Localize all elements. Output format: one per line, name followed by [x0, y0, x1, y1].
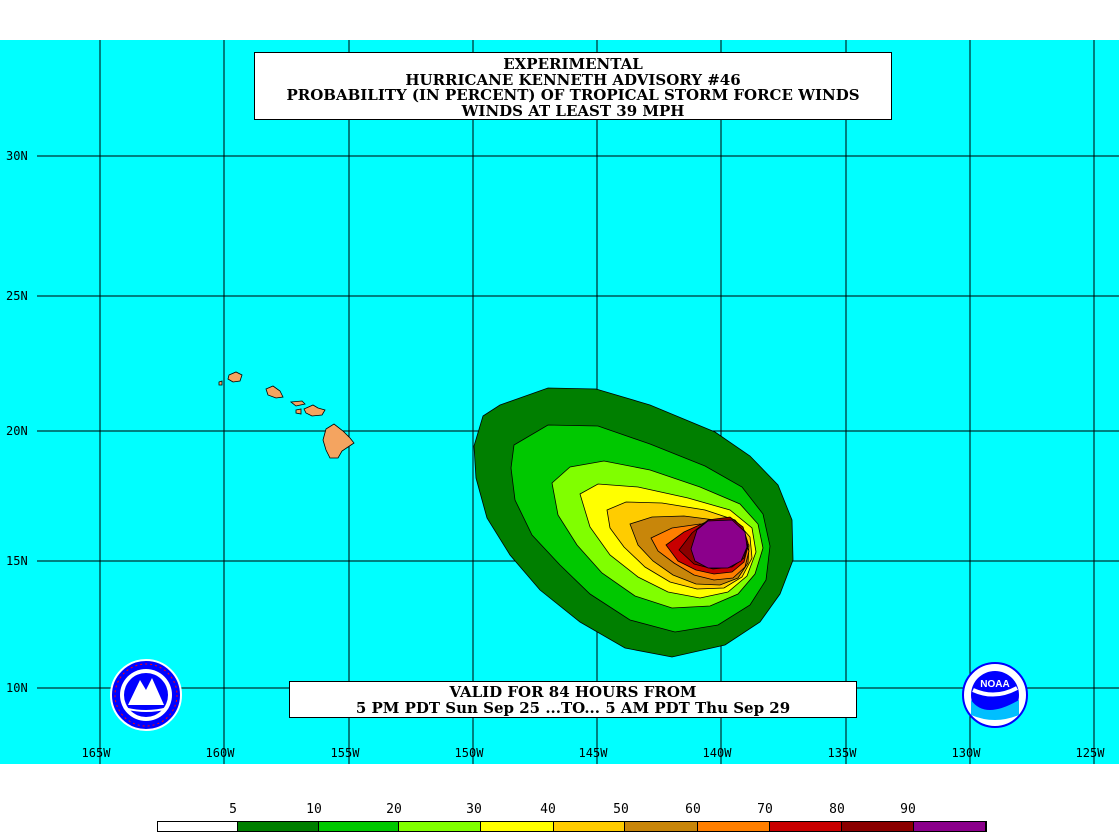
legend-label: 5 [229, 802, 237, 817]
legend-swatch [625, 822, 698, 831]
island-molokai [289, 400, 306, 407]
legend-label: 70 [757, 802, 773, 817]
lat-axis-labels: 30N 25N 20N 15N 10N [6, 149, 28, 695]
legend-label: 40 [540, 802, 556, 817]
island-big-island [322, 423, 355, 459]
legend-swatch [158, 822, 238, 831]
lon-label: 140W [703, 746, 733, 760]
lat-label: 25N [6, 289, 28, 303]
legend-label: 20 [386, 802, 402, 817]
valid-line-2: 5 PM PDT Sun Sep 25 ...TO... 5 AM PDT Th… [355, 698, 791, 717]
lat-label: 30N [6, 149, 28, 163]
lon-label: 125W [1076, 746, 1106, 760]
lon-label: 165W [82, 746, 112, 760]
contour-100 [690, 519, 748, 569]
legend-label: 50 [613, 802, 629, 817]
valid-line-1: VALID FOR 84 HOURS FROM [449, 683, 697, 701]
island-oahu [265, 385, 284, 399]
hawaiian-islands [218, 371, 355, 459]
legend-label: 90 [900, 802, 916, 817]
island-lanai [295, 408, 302, 415]
lat-label: 15N [6, 554, 28, 568]
legend-label: 80 [829, 802, 845, 817]
lon-label: 150W [455, 746, 485, 760]
legend-swatch [770, 822, 842, 831]
probability-contours [473, 387, 794, 658]
map-title: EXPERIMENTAL HURRICANE KENNETH ADVISORY … [254, 52, 892, 120]
island-kauai [227, 371, 243, 383]
title-line-2: HURRICANE KENNETH ADVISORY #46 [405, 70, 741, 89]
island-niihau [218, 380, 223, 386]
legend-swatch [554, 822, 625, 831]
legend-swatch [842, 822, 914, 831]
legend-swatch [914, 822, 986, 831]
lon-label: 160W [206, 746, 236, 760]
title-line-3: PROBABILITY (IN PERCENT) OF TROPICAL STO… [286, 86, 860, 104]
lon-label: 130W [952, 746, 982, 760]
valid-period: VALID FOR 84 HOURS FROM 5 PM PDT Sun Sep… [289, 681, 857, 718]
lon-label: 135W [828, 746, 858, 760]
legend-label: 60 [685, 802, 701, 817]
title-line-4: WINDS AT LEAST 39 MPH [461, 101, 685, 120]
lat-label: 10N [6, 681, 28, 695]
legend-swatch [238, 822, 319, 831]
legend-label: 10 [306, 802, 322, 817]
noaa-logo: NOAA [962, 662, 1028, 728]
legend-swatch [698, 822, 770, 831]
lon-axis-labels: 165W 160W 155W 150W 145W 140W 135W 130W … [82, 746, 1106, 760]
legend-label: 30 [466, 802, 482, 817]
noaa-logo-text: NOAA [980, 679, 1009, 690]
legend-swatch [481, 822, 554, 831]
island-maui [303, 404, 326, 417]
title-line-1: EXPERIMENTAL [503, 55, 643, 73]
nws-logo [110, 659, 182, 731]
lat-label: 20N [6, 424, 28, 438]
legend-color-bar [157, 821, 987, 832]
legend-swatch [399, 822, 481, 831]
legend-swatch [319, 822, 399, 831]
lon-label: 145W [579, 746, 609, 760]
lon-label: 155W [331, 746, 361, 760]
